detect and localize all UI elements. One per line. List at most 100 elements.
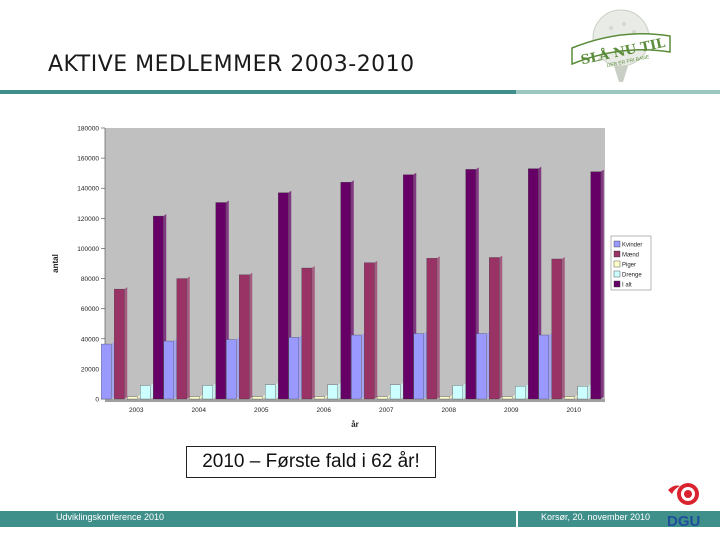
x-tick-label: 2006	[317, 407, 332, 414]
legend-swatch	[613, 280, 621, 288]
legend-swatch	[613, 240, 621, 248]
bar-side	[137, 394, 141, 399]
bar-side	[486, 331, 490, 399]
bar-side	[512, 394, 516, 399]
bar-i-alt-2004	[215, 202, 226, 400]
legend-label: Drenge	[622, 273, 642, 279]
plot-floor	[105, 399, 605, 402]
bar-side	[449, 394, 453, 399]
bar-side	[574, 394, 578, 399]
bar-side	[311, 266, 315, 399]
sla-nu-til-logo: SLÅ NU TIL DER ER FRI BANE	[566, 6, 676, 86]
bar-mænd-2003	[114, 288, 125, 400]
x-tick-label: 2004	[192, 407, 207, 414]
bar-side	[337, 382, 341, 399]
bar-i-alt-2003	[153, 215, 164, 400]
dgu-logo: DGU	[664, 480, 710, 530]
bar-drenge-2007	[390, 384, 401, 400]
bar-i-alt-2009	[528, 168, 539, 400]
x-tick-label: 2003	[129, 407, 144, 414]
bar-piger-2005	[252, 396, 263, 400]
bar-side	[236, 337, 240, 399]
bar-drenge-2005	[265, 384, 276, 400]
bar-i-alt-2007	[403, 174, 414, 400]
bar-side	[275, 382, 279, 399]
bar-side	[548, 333, 552, 399]
bar-drenge-2009	[515, 386, 526, 400]
bar-piger-2008	[439, 396, 450, 400]
bar-piger-2004	[189, 396, 200, 400]
y-tick-label: 100000	[77, 246, 99, 253]
bar-piger-2006	[314, 396, 325, 400]
bar-side	[600, 169, 604, 399]
bar-side	[587, 384, 591, 399]
svg-text:DGU: DGU	[667, 513, 700, 530]
legend-label: Mænd	[622, 253, 639, 259]
x-axis-label: år	[351, 420, 359, 429]
bar-side	[199, 394, 203, 399]
chart-canvas: 0 20000 40000 60000 80000 100000 120000 140000 1…	[51, 126, 652, 429]
header-divider	[0, 90, 720, 94]
bar-piger-2007	[377, 396, 388, 400]
bar-side	[212, 383, 216, 399]
y-tick-label: 160000	[77, 156, 99, 163]
bar-side	[262, 394, 266, 399]
y-tick-label: 140000	[77, 186, 99, 193]
callout-box: 2010 – Første fald i 62 år!	[186, 446, 436, 478]
bar-side	[499, 255, 503, 399]
x-tick-label: 2010	[567, 407, 582, 414]
y-tick-label: 60000	[81, 306, 99, 313]
bar-drenge-2004	[202, 385, 213, 400]
dgu-golf-logo-icon: DGU	[667, 483, 700, 530]
bar-kvinder-2006	[288, 337, 299, 400]
bar-kvinder-2009	[476, 333, 487, 400]
bar-side	[124, 287, 128, 399]
y-tick-label: 0	[95, 397, 99, 404]
bar-mænd-2008	[426, 258, 437, 400]
legend-swatch	[613, 250, 621, 258]
bar-side	[423, 331, 427, 399]
bar-side	[400, 382, 404, 399]
x-tick-label: 2008	[442, 407, 457, 414]
legend-label: Piger	[622, 263, 636, 269]
bar-side	[111, 342, 115, 399]
legend-swatch	[613, 260, 621, 268]
y-tick-label: 180000	[77, 126, 99, 133]
bar-side	[361, 333, 365, 399]
bar-side	[387, 394, 391, 399]
golf-ball-tee-icon: SLÅ NU TIL DER ER FRI BANE	[571, 9, 671, 82]
y-tick-label: 20000	[81, 366, 99, 373]
footer-event: Udviklingskonference 2010	[56, 512, 165, 522]
bar-mænd-2007	[364, 262, 375, 400]
bar-piger-2010	[564, 396, 575, 400]
y-tick-label: 80000	[81, 276, 99, 283]
footer-divider	[516, 511, 518, 527]
bar-piger-2009	[502, 396, 513, 400]
bar-i-alt-2008	[465, 169, 476, 400]
bar-side	[561, 256, 565, 399]
footer-bar	[0, 511, 720, 527]
bar-kvinder-2010	[538, 334, 549, 400]
bar-kvinder-2008	[413, 333, 424, 400]
bar-i-alt-2010	[590, 171, 601, 400]
legend-label: Kvinder	[622, 243, 642, 249]
bar-side	[173, 339, 177, 399]
bar-side	[324, 394, 328, 399]
bar-piger-2003	[127, 396, 138, 400]
bar-kvinder-2005	[226, 339, 237, 400]
bar-drenge-2010	[577, 386, 588, 400]
bar-side	[249, 272, 253, 399]
x-tick-label: 2005	[254, 407, 269, 414]
bar-mænd-2010	[551, 258, 562, 400]
bar-side	[374, 260, 378, 399]
bar-i-alt-2005	[278, 192, 289, 400]
x-tick-label: 2009	[504, 407, 519, 414]
legend-swatch	[613, 270, 621, 278]
bar-drenge-2006	[327, 384, 338, 400]
slide-title: AKTIVE MEDLEMMER 2003-2010	[48, 52, 415, 77]
bar-mænd-2009	[489, 257, 500, 400]
x-tick-label: 2007	[379, 407, 394, 414]
legend-label: I alt	[622, 283, 632, 289]
bar-kvinder-2007	[351, 334, 362, 400]
header-divider-light	[516, 90, 720, 94]
